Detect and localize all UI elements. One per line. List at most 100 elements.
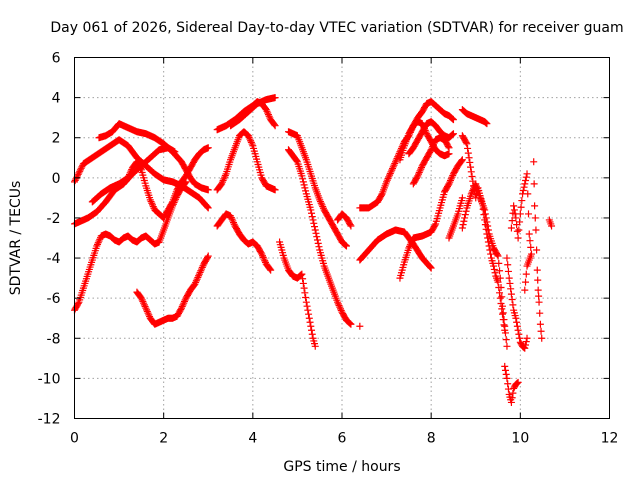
data-point: [467, 190, 475, 198]
data-point: [315, 243, 323, 251]
data-point: [181, 296, 189, 304]
data-point: [494, 278, 502, 286]
y-tick-label: -8: [47, 331, 61, 347]
series-arc-22: [445, 194, 466, 242]
data-point: [515, 226, 523, 234]
data-point: [257, 249, 265, 257]
data-point: [405, 244, 413, 252]
series-arc-16: [356, 98, 457, 212]
data-point: [510, 206, 518, 214]
data-point: [307, 206, 315, 214]
data-point: [180, 298, 188, 306]
series-arc-21: [409, 134, 453, 188]
data-point: [93, 242, 101, 250]
data-point: [447, 175, 455, 183]
data-point: [221, 171, 229, 179]
data-point: [499, 309, 507, 317]
data-point: [391, 159, 399, 167]
data-point: [524, 190, 532, 198]
data-point: [506, 279, 514, 287]
data-point: [304, 306, 312, 314]
y-tick-label: 6: [52, 51, 61, 67]
series-arc-27: [503, 254, 531, 352]
data-point: [514, 378, 522, 386]
data-point: [125, 172, 133, 180]
data-point: [271, 186, 279, 194]
data-point: [96, 235, 104, 243]
data-point: [513, 322, 521, 330]
data-point: [548, 222, 556, 230]
data-point: [502, 370, 510, 378]
data-point: [177, 306, 185, 314]
y-tick-label: -6: [47, 291, 61, 307]
data-point: [417, 165, 425, 173]
data-point: [264, 109, 272, 117]
data-point: [261, 257, 269, 265]
data-point: [299, 178, 307, 186]
data-point: [389, 163, 397, 171]
data-point: [534, 286, 542, 294]
data-point: [448, 173, 456, 181]
data-point: [297, 271, 305, 279]
data-point: [520, 183, 528, 191]
data-point: [427, 146, 435, 154]
data-point: [141, 303, 149, 311]
data-point: [504, 385, 512, 393]
data-point: [526, 237, 534, 245]
data-point: [512, 314, 520, 322]
data-point: [385, 173, 393, 181]
data-point: [501, 366, 509, 374]
data-point: [386, 171, 394, 179]
data-point: [426, 263, 434, 271]
data-point: [458, 224, 466, 232]
data-point: [503, 374, 511, 382]
data-point: [334, 300, 342, 308]
data-point: [198, 263, 206, 271]
data-point: [415, 170, 423, 178]
data-point: [271, 122, 279, 130]
data-point: [408, 237, 416, 245]
data-point: [72, 175, 80, 183]
x-tick-label: 12: [601, 431, 619, 447]
series-arc-2: [71, 136, 212, 212]
data-point: [458, 156, 466, 164]
data-point: [449, 130, 457, 138]
data-point: [499, 302, 506, 310]
data-point: [406, 241, 414, 249]
data-point: [429, 142, 437, 150]
data-point: [170, 199, 178, 207]
data-point: [516, 334, 524, 342]
data-point: [266, 265, 274, 273]
series-arc-10: [227, 94, 279, 130]
x-tick-label: 6: [338, 431, 347, 447]
data-point: [229, 217, 237, 225]
data-point: [246, 135, 254, 143]
data-point: [531, 202, 539, 210]
y-tick-label: -12: [38, 412, 61, 428]
data-point: [459, 221, 467, 229]
data-point: [513, 318, 521, 326]
data-point: [94, 240, 102, 248]
data-point: [413, 173, 421, 181]
data-point: [309, 216, 317, 224]
data-point: [301, 289, 309, 297]
data-point: [78, 163, 86, 171]
data-point: [308, 213, 316, 221]
data-point: [142, 304, 150, 312]
x-tick-label: 8: [427, 431, 436, 447]
data-point: [496, 289, 504, 297]
data-point: [300, 284, 308, 292]
data-point: [181, 179, 189, 187]
data-point: [522, 173, 530, 181]
data-point: [137, 294, 145, 302]
data-point: [508, 394, 516, 402]
series-arc-8: [213, 128, 279, 194]
series-arc-3: [95, 120, 212, 194]
data-point: [227, 212, 235, 220]
data-point: [467, 163, 475, 171]
data-point: [465, 154, 473, 162]
data-point: [244, 132, 252, 140]
data-point: [504, 267, 512, 275]
